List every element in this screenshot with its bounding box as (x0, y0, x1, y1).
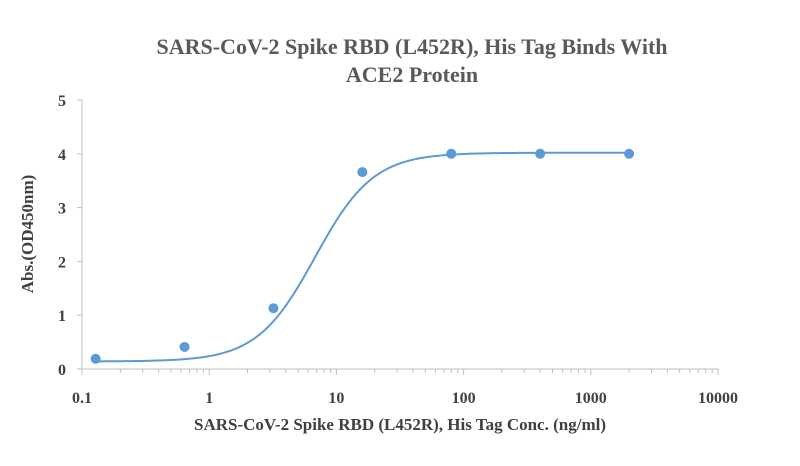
data-point (357, 167, 368, 178)
x-tick-label: 1000 (575, 390, 607, 407)
y-axis: 0 1 2 3 4 5 (58, 93, 83, 379)
x-tick-label: 10000 (698, 390, 738, 407)
chart-title-line-2: ACE2 Protein (346, 62, 478, 87)
x-axis: 0.1 1 10 100 1000 10000 (72, 368, 738, 407)
y-tick-label: 4 (58, 147, 66, 164)
x-tick-label: 100 (452, 390, 476, 407)
data-point (535, 148, 546, 159)
series-layer (90, 148, 635, 364)
y-tick-label: 2 (58, 254, 66, 271)
data-point (90, 353, 101, 364)
y-axis-title: Abs.(OD450nm) (18, 175, 37, 294)
data-point (179, 341, 190, 352)
x-tick-label: 10 (328, 390, 344, 407)
x-tick-label: 0.1 (72, 390, 92, 407)
data-point (268, 303, 279, 314)
x-axis-title: SARS-CoV-2 Spike RBD (L452R), His Tag Co… (194, 415, 606, 434)
data-point (624, 148, 635, 159)
y-tick-label: 3 (58, 201, 66, 218)
y-tick-label: 0 (58, 362, 66, 379)
fit-curve (95, 151, 630, 363)
chart-title-line-1: SARS-CoV-2 Spike RBD (L452R), His Tag Bi… (156, 34, 667, 59)
y-tick-label: 1 (58, 308, 66, 325)
y-tick-label: 5 (58, 93, 66, 110)
x-tick-label: 1 (205, 390, 213, 407)
data-point (446, 148, 457, 159)
